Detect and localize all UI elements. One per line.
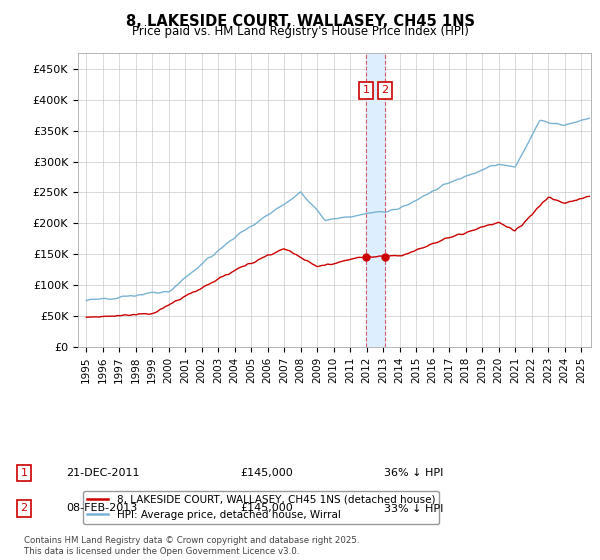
- Text: Price paid vs. HM Land Registry's House Price Index (HPI): Price paid vs. HM Land Registry's House …: [131, 25, 469, 38]
- Text: 2: 2: [382, 85, 389, 95]
- Text: £145,000: £145,000: [240, 503, 293, 514]
- Text: 08-FEB-2013: 08-FEB-2013: [66, 503, 137, 514]
- Text: 36% ↓ HPI: 36% ↓ HPI: [384, 468, 443, 478]
- Text: 21-DEC-2011: 21-DEC-2011: [66, 468, 139, 478]
- Text: 1: 1: [362, 85, 370, 95]
- Text: Contains HM Land Registry data © Crown copyright and database right 2025.
This d: Contains HM Land Registry data © Crown c…: [24, 536, 359, 556]
- Text: 2: 2: [20, 503, 28, 514]
- Text: 8, LAKESIDE COURT, WALLASEY, CH45 1NS: 8, LAKESIDE COURT, WALLASEY, CH45 1NS: [125, 14, 475, 29]
- Bar: [366, 53, 385, 347]
- Text: 1: 1: [20, 468, 28, 478]
- Legend: 8, LAKESIDE COURT, WALLASEY, CH45 1NS (detached house), HPI: Average price, deta: 8, LAKESIDE COURT, WALLASEY, CH45 1NS (d…: [83, 491, 439, 524]
- Text: £145,000: £145,000: [240, 468, 293, 478]
- Text: 33% ↓ HPI: 33% ↓ HPI: [384, 503, 443, 514]
